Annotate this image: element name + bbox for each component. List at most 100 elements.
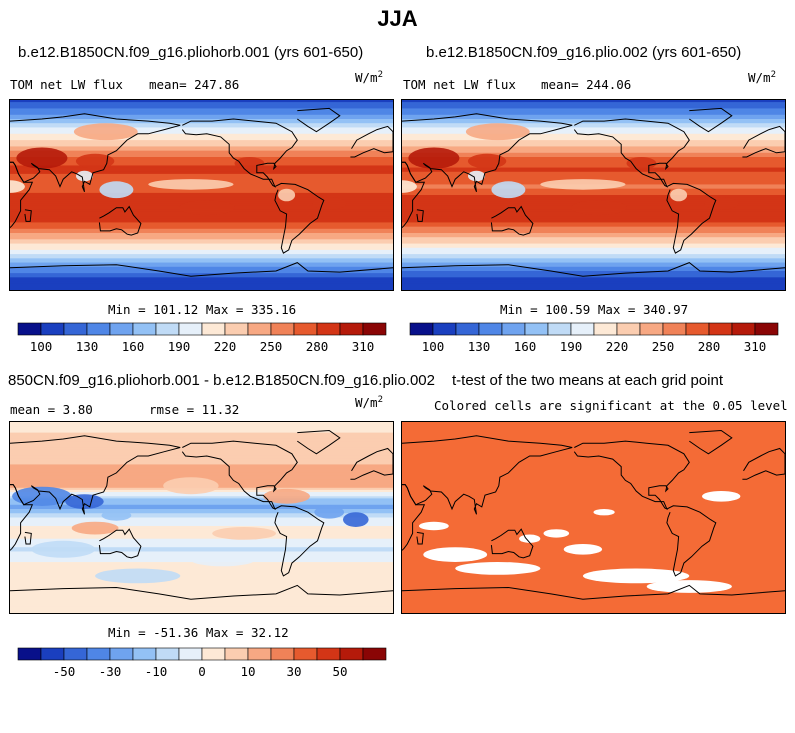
south-america-coast bbox=[666, 505, 717, 577]
field-band bbox=[10, 275, 393, 278]
field-band bbox=[10, 460, 393, 463]
colorbar-swatch bbox=[316, 322, 341, 336]
field-band bbox=[402, 171, 785, 175]
field-band bbox=[402, 123, 785, 126]
field-band bbox=[402, 102, 785, 105]
field-band bbox=[402, 218, 785, 221]
field-band bbox=[10, 576, 393, 580]
colorbar-swatch bbox=[270, 322, 295, 336]
field-band bbox=[402, 287, 785, 290]
field-band bbox=[402, 142, 785, 145]
field-band bbox=[10, 504, 393, 508]
europe-coast bbox=[742, 447, 785, 480]
not-significant-area bbox=[563, 544, 603, 555]
field-band bbox=[10, 268, 393, 272]
field-band bbox=[10, 247, 393, 251]
field-band bbox=[10, 547, 393, 550]
field-band bbox=[402, 247, 785, 251]
colorbar-swatch bbox=[570, 322, 595, 336]
field-band bbox=[10, 426, 393, 429]
field-band bbox=[402, 146, 785, 150]
field-band bbox=[10, 451, 393, 455]
field-band bbox=[10, 188, 393, 192]
field-band bbox=[402, 228, 785, 232]
field-band bbox=[10, 279, 393, 283]
field-band bbox=[10, 197, 393, 200]
field-band bbox=[10, 129, 393, 133]
colorbar-swatch bbox=[109, 322, 134, 336]
colorbar-swatch bbox=[731, 322, 756, 336]
africa-coast bbox=[10, 161, 34, 229]
panel-4-title: t-test of the two means at each grid poi… bbox=[452, 372, 723, 389]
field-band bbox=[10, 502, 393, 506]
field-band bbox=[402, 154, 785, 158]
field-band bbox=[10, 424, 393, 427]
antarctica-coast bbox=[10, 262, 393, 277]
field-band bbox=[10, 581, 393, 584]
field-band bbox=[402, 108, 785, 112]
panel-2-title: b.e12.B1850CN.f09_g16.plio.002 (yrs 601-… bbox=[426, 44, 742, 61]
colorbar-tick-label: 190 bbox=[168, 339, 191, 354]
madagascar-coast bbox=[416, 531, 424, 545]
not-significant-area bbox=[646, 580, 732, 593]
field-layer bbox=[10, 100, 393, 290]
field-band bbox=[10, 458, 393, 461]
field-band bbox=[10, 596, 393, 599]
field-band bbox=[10, 511, 393, 514]
colorbar-swatch bbox=[685, 322, 710, 336]
field-band bbox=[10, 218, 393, 221]
field-band bbox=[10, 127, 393, 131]
field-band bbox=[10, 466, 393, 470]
field-band bbox=[10, 135, 393, 139]
field-band bbox=[10, 169, 393, 173]
africa-coast bbox=[402, 161, 426, 229]
field-band bbox=[10, 445, 393, 449]
australia-coast bbox=[490, 205, 534, 236]
colorbar-swatch bbox=[593, 322, 618, 336]
field-band bbox=[402, 116, 785, 120]
colorbar-swatch bbox=[155, 322, 180, 336]
colorbar-swatch bbox=[432, 322, 457, 336]
field-band bbox=[402, 150, 785, 154]
colorbar-swatch bbox=[40, 322, 65, 336]
field-band bbox=[10, 273, 393, 276]
europe-coast bbox=[742, 125, 785, 158]
field-band bbox=[10, 606, 393, 610]
field-band bbox=[10, 195, 393, 198]
colorbar-tick-label: 220 bbox=[606, 339, 629, 354]
coastlines bbox=[10, 107, 393, 277]
field-band bbox=[402, 176, 785, 179]
field-band bbox=[10, 583, 393, 587]
panel-3-units: W/m2 bbox=[355, 395, 383, 411]
field-band bbox=[10, 224, 393, 228]
field-band bbox=[402, 121, 785, 124]
colorbar-tick-label: 30 bbox=[286, 664, 301, 679]
coastlines bbox=[402, 107, 785, 277]
field-feature bbox=[468, 170, 485, 182]
field-feature bbox=[343, 512, 369, 527]
field-band bbox=[10, 506, 393, 510]
field-band bbox=[10, 237, 393, 240]
field-band bbox=[402, 281, 785, 285]
field-feature bbox=[467, 153, 507, 169]
colorbar-tick-label: 50 bbox=[332, 664, 347, 679]
colorbar-swatch bbox=[639, 322, 664, 336]
field-band bbox=[10, 564, 393, 567]
panel-1-mean: mean= 247.86 bbox=[149, 77, 240, 92]
colorbar-tick-label: 130 bbox=[468, 339, 491, 354]
field-band bbox=[10, 434, 393, 438]
colorbar-tick-label: 310 bbox=[352, 339, 375, 354]
field-layer bbox=[10, 422, 393, 613]
north-america-coast bbox=[181, 440, 298, 511]
field-band bbox=[402, 230, 785, 234]
north-america-coast bbox=[573, 118, 690, 188]
colorbar-swatch bbox=[132, 647, 157, 661]
field-band bbox=[10, 515, 393, 519]
africa-coast bbox=[10, 484, 34, 551]
colorbar-swatch bbox=[478, 322, 503, 336]
colorbar-swatch bbox=[754, 322, 779, 336]
field-band bbox=[10, 534, 393, 538]
colorbar-swatch bbox=[109, 647, 134, 661]
colorbar-swatch bbox=[132, 322, 157, 336]
australia-coast bbox=[98, 528, 142, 559]
